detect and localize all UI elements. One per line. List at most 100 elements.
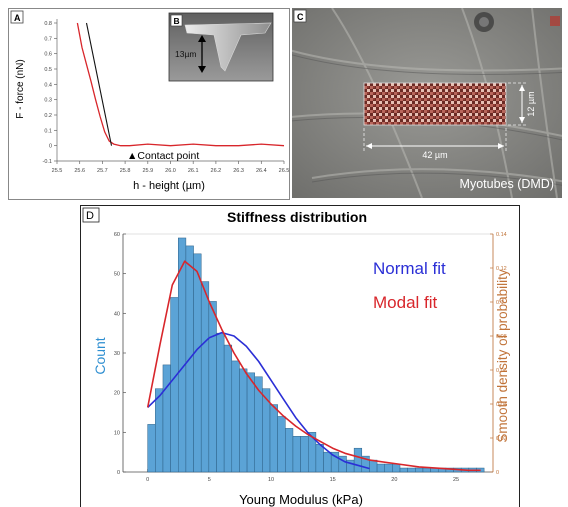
histogram-bar: [323, 451, 332, 473]
left-tick-label: 30: [114, 351, 120, 357]
inset-b-sem-image: B 13µm: [168, 12, 274, 82]
force-y-tick-label: 0.5: [44, 67, 52, 73]
histogram-bar: [407, 467, 416, 473]
histogram-bar: [231, 360, 240, 473]
force-curve-line: [76, 22, 285, 147]
force-curve-svg: A 25.5 25.6 25.7 25.8 25.9 26.0 26.1 26.2 26.3 26…: [10, 10, 289, 192]
stiffness-map-region: [363, 82, 507, 126]
cell-nucleus-center: [479, 17, 489, 27]
left-tick-label: 10: [114, 430, 120, 436]
inset-b-scale-label: 13µm: [175, 49, 196, 59]
arrow-up-icon: [519, 85, 525, 91]
right-tick-label: 0.08: [496, 334, 507, 340]
histogram-bar: [369, 459, 378, 473]
red-marker-corner: [550, 16, 560, 26]
histogram-bar: [200, 281, 210, 473]
left-tick-label: 40: [114, 311, 120, 317]
arrow-right-icon: [498, 143, 504, 149]
histogram-bar: [208, 301, 217, 473]
x-tick-label: 10: [268, 477, 274, 483]
histogram-bar: [170, 297, 179, 473]
histogram-bar: [285, 428, 294, 473]
histogram-bar: [147, 424, 156, 473]
panel-d-label-box: [82, 207, 100, 223]
width-scale-label: 42 µm: [422, 150, 447, 160]
y-axis-label-density: Smooth density of probability: [495, 269, 510, 443]
cantilever-tip-shape: [184, 22, 272, 72]
panel-d-label: D: [86, 210, 94, 222]
histogram-plot-area: 0 10 20 30 40 50 60 0 0.02 0.04 0.06 0.08 0.1 0.12 0.1…: [114, 232, 507, 483]
right-tick-label: 0.02: [496, 436, 507, 442]
histogram-bar: [269, 404, 278, 473]
force-x-tick-label: 26.1: [188, 168, 199, 174]
left-tick-label: 50: [114, 272, 120, 278]
force-y-axis-label: F - force (nN): [15, 59, 26, 118]
force-x-tick-label: 25.9: [142, 168, 153, 174]
histogram-bar: [239, 368, 248, 473]
histogram-bar: [300, 436, 309, 473]
legend-normal-fit: Normal fit: [373, 259, 446, 278]
force-x-tick-label: 26.4: [256, 168, 267, 174]
force-x-tick-label: 25.6: [74, 168, 85, 174]
inset-b-label-box: [170, 14, 183, 27]
x-tick-label: 15: [330, 477, 336, 483]
panel-c-microscopy: C 42 µm 12 µm Myotubes (DMD): [292, 8, 562, 198]
panel-d-stiffness-histogram: D Stiffness distribution 0 10 20 30 40 50 60 0 0…: [80, 205, 520, 507]
histogram-bar: [399, 467, 408, 473]
force-y-tick-label: 0.4: [44, 82, 52, 88]
scale-arrow-down-icon: [198, 66, 206, 73]
right-tick-label: 0: [496, 470, 499, 476]
contact-point-annotation: ▲Contact point: [127, 150, 199, 162]
histogram-bar: [216, 332, 225, 473]
force-y-tick-label: 0.7: [44, 36, 52, 42]
x-tick-label: 20: [391, 477, 397, 483]
right-tick-label: 0.12: [496, 266, 507, 272]
force-x-tick-label: 25.8: [120, 168, 131, 174]
y-axis-label-count: Count: [92, 337, 108, 374]
histogram-bar: [415, 467, 424, 473]
force-x-tick-label: 26.5: [279, 168, 289, 174]
histogram-bar: [392, 463, 401, 473]
force-y-tick-label: 0.1: [44, 128, 52, 134]
histogram-bar: [193, 253, 202, 473]
myotubes-caption: Myotubes (DMD): [460, 177, 554, 191]
panel-a-label: A: [14, 13, 21, 23]
force-x-axis-label: h - height (µm): [133, 180, 205, 192]
force-x-tick-label: 26.0: [165, 168, 176, 174]
force-y-tick-label: 0.8: [44, 21, 52, 27]
left-tick-label: 20: [114, 391, 120, 397]
histogram-bar: [223, 344, 233, 473]
histogram-bar: [292, 436, 301, 473]
left-tick-label: 0: [117, 470, 120, 476]
force-y-tick-label: 0.6: [44, 52, 52, 58]
force-y-tick-label: -0.1: [43, 159, 52, 165]
right-tick-label: 0.06: [496, 368, 507, 374]
force-x-tick-label: 26.2: [211, 168, 222, 174]
left-tick-label: 60: [114, 232, 120, 238]
histogram-bar: [155, 388, 164, 473]
histogram-bar: [246, 372, 255, 473]
force-x-tick-label: 26.3: [233, 168, 244, 174]
x-tick-label: 5: [208, 477, 211, 483]
arrow-left-icon: [366, 143, 372, 149]
histogram-svg: D Stiffness distribution 010203040506000…: [82, 207, 510, 507]
panel-a-force-curve: A 25.5 25.6 25.7 25.8 25.9 26.0 26.1 26.2 26.3 26…: [8, 8, 290, 200]
right-tick-label: 0.1: [496, 300, 504, 306]
histogram-bar: [353, 447, 363, 473]
histogram-bar: [277, 416, 286, 473]
inset-b-label: B: [174, 16, 180, 26]
microscopy-svg: C 42 µm 12 µm Myotubes (DMD): [292, 8, 562, 198]
force-y-tick-label: 0.3: [44, 98, 52, 104]
panel-c-label: C: [297, 12, 304, 22]
modal-fit-curve: [146, 260, 481, 472]
arrow-down-icon: [519, 117, 525, 123]
chart-title: Stiffness distribution: [227, 209, 367, 225]
right-tick-label: 0.14: [496, 232, 507, 238]
force-x-tick-label: 25.5: [52, 168, 63, 174]
histogram-bar: [384, 463, 393, 473]
force-x-tick-label: 25.7: [97, 168, 108, 174]
force-y-tick-label: 0.2: [44, 113, 52, 119]
right-tick-label: 0.04: [496, 402, 507, 408]
legend-modal-fit: Modal fit: [373, 293, 438, 312]
scale-arrow-up-icon: [198, 35, 206, 42]
